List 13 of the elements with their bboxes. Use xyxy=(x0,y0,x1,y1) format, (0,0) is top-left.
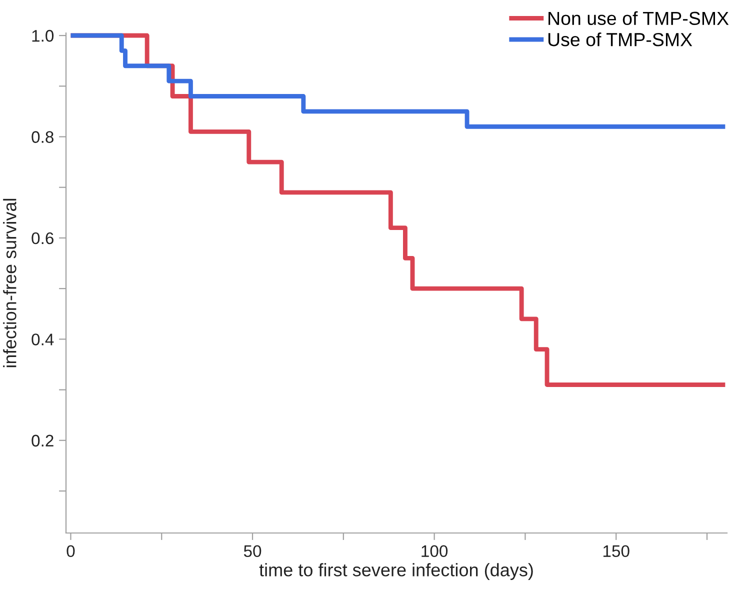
x-tick-label: 0 xyxy=(66,545,75,558)
x-axis-title: time to first severe infection (days) xyxy=(259,563,533,580)
x-tick-label: 50 xyxy=(244,545,262,558)
y-axis-title: infection-free survival xyxy=(3,198,16,368)
x-tick-label: 150 xyxy=(603,545,630,558)
y-tick-label: 1.0 xyxy=(32,30,54,42)
y-tick-label: 0.4 xyxy=(32,334,54,346)
legend-label: Non use of TMP-SMX xyxy=(548,11,729,26)
y-tick-label: 0.8 xyxy=(32,131,54,143)
x-tick-label: 100 xyxy=(422,545,448,558)
legend-label: Use of TMP-SMX xyxy=(548,32,692,46)
y-tick-label: 0.2 xyxy=(32,434,54,447)
y-tick-label: 0.6 xyxy=(32,232,54,244)
